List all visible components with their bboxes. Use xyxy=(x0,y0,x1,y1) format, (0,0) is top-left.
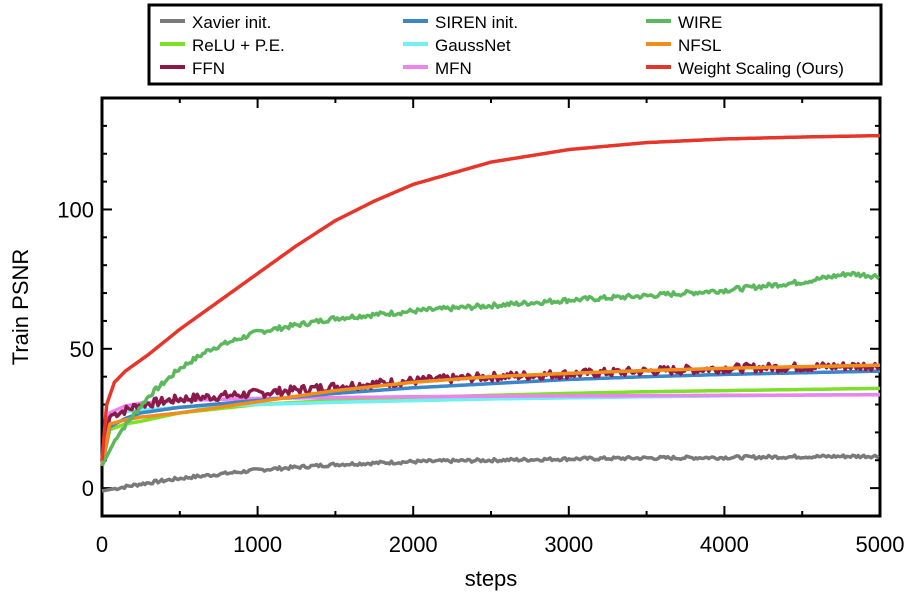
legend-label-siren-init: SIREN init. xyxy=(435,13,518,32)
x-tick-label: 3000 xyxy=(544,532,593,557)
x-tick-label: 0 xyxy=(96,532,108,557)
legend-label-mfn: MFN xyxy=(435,59,472,78)
y-tick-label: 50 xyxy=(70,337,94,362)
series-line-nfsl xyxy=(100,363,881,467)
x-tick-label: 4000 xyxy=(700,532,749,557)
y-tick-label: 0 xyxy=(82,476,94,501)
y-tick-label: 100 xyxy=(57,197,94,222)
series-line-xavier-init xyxy=(101,453,880,493)
legend-label-relu-p-e: ReLU + P.E. xyxy=(192,36,285,55)
x-tick-label: 2000 xyxy=(389,532,438,557)
legend-label-ffn: FFN xyxy=(192,59,225,78)
x-axis-label: steps xyxy=(465,566,518,591)
series-line-wire xyxy=(100,270,880,467)
y-axis-label: Train PSNR xyxy=(8,249,33,366)
legend: Xavier init. ReLU + P.E. FFN SIREN init. Gau… xyxy=(147,3,883,86)
series-line-mfn xyxy=(100,393,881,467)
plot-area: 0 1000 2000 3000 4000 5000 0 50 100 xyxy=(57,96,905,557)
legend-label-nfsl: NFSL xyxy=(678,36,721,55)
series-line-weight-scaling-ours xyxy=(100,133,881,461)
x-tick-label: 1000 xyxy=(233,532,282,557)
legend-label-gaussnet: GaussNet xyxy=(435,36,511,55)
series-line-siren-init xyxy=(100,369,881,467)
axis-ticks: 0 1000 2000 3000 4000 5000 0 50 100 xyxy=(57,97,905,557)
legend-label-wire: WIRE xyxy=(678,13,722,32)
x-tick-label: 5000 xyxy=(856,532,905,557)
series-layer xyxy=(100,133,881,493)
legend-label-weight-scaling-ours: Weight Scaling (Ours) xyxy=(678,59,844,78)
legend-frame xyxy=(147,3,883,86)
legend-items: Xavier init. ReLU + P.E. FFN SIREN init. Gau… xyxy=(160,13,844,78)
legend-label-xavier-init: Xavier init. xyxy=(192,13,271,32)
